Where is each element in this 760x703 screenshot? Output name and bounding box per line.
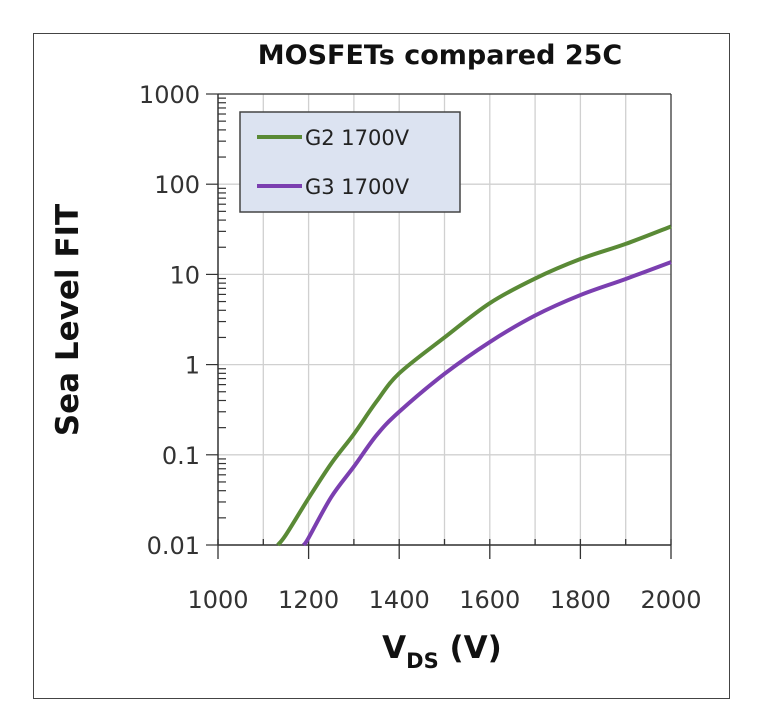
x-axis-label: VDS (V)	[382, 630, 502, 673]
x-tick-label: 1800	[550, 586, 611, 614]
x-tick-label: 1400	[369, 586, 430, 614]
y-tick-label: 0.1	[162, 442, 200, 470]
x-tick-labels: 1000 1200 1400 1600 1800 2000	[187, 586, 701, 614]
y-tick-label: 100	[154, 171, 200, 199]
chart-title: MOSFETs compared 25C	[258, 40, 622, 71]
series-line-g3-1700v	[301, 260, 672, 547]
legend-box	[239, 111, 461, 213]
chart-frame	[33, 33, 730, 699]
y-tick-label: 1	[185, 352, 200, 380]
series-group	[276, 224, 672, 547]
y-tick-label: 0.01	[147, 532, 200, 560]
x-tick-label: 1200	[278, 586, 339, 614]
x-axis-label-unit: (V)	[439, 630, 502, 666]
axes	[206, 93, 672, 559]
legend-label-g2: G2 1700V	[305, 126, 410, 150]
x-axis-label-main: V	[382, 630, 406, 666]
legend-label-g3: G3 1700V	[305, 175, 410, 199]
x-tick-label: 2000	[640, 586, 701, 614]
series-line-g2-1700v	[276, 224, 672, 547]
x-tick-label: 1600	[459, 586, 520, 614]
y-tick-labels: 1000 100 10 1 0.1 0.01	[139, 81, 200, 560]
y-axis-label: Sea Level FIT	[50, 204, 86, 436]
x-tick-label: 1000	[187, 586, 248, 614]
x-axis-label-sub: DS	[406, 649, 439, 673]
y-tick-label: 10	[169, 261, 200, 289]
legend: G2 1700V G3 1700V	[239, 111, 461, 213]
y-tick-label: 1000	[139, 81, 200, 109]
